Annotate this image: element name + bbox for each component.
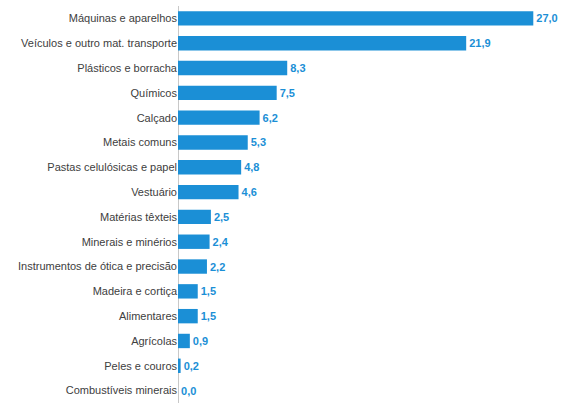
- svg-text:1,5: 1,5: [201, 310, 216, 322]
- svg-text:5,3: 5,3: [251, 136, 266, 148]
- svg-text:Alimentares: Alimentares: [119, 310, 178, 322]
- svg-text:0,2: 0,2: [184, 360, 199, 372]
- svg-text:Veículos e outro mat. transpor: Veículos e outro mat. transporte: [21, 37, 177, 49]
- svg-text:6,2: 6,2: [263, 112, 278, 124]
- svg-text:Metais comuns: Metais comuns: [103, 136, 177, 148]
- svg-text:2,5: 2,5: [214, 211, 229, 223]
- svg-text:4,8: 4,8: [244, 161, 259, 173]
- svg-text:Madeira e cortiça: Madeira e cortiça: [93, 285, 178, 297]
- svg-text:Peles e couros: Peles e couros: [104, 360, 177, 372]
- svg-text:27,0: 27,0: [536, 12, 557, 24]
- svg-text:7,5: 7,5: [280, 87, 295, 99]
- svg-text:4,6: 4,6: [242, 186, 257, 198]
- svg-text:Matérias têxteis: Matérias têxteis: [100, 211, 178, 223]
- svg-text:Minerais e minérios: Minerais e minérios: [82, 236, 178, 248]
- svg-text:Máquinas e aparelhos: Máquinas e aparelhos: [69, 12, 178, 24]
- svg-text:8,3: 8,3: [290, 62, 305, 74]
- svg-text:Instrumentos de ótica e precis: Instrumentos de ótica e precisão: [18, 260, 177, 272]
- svg-text:Calçado: Calçado: [137, 112, 177, 124]
- svg-text:Pastas celulósicas e papel: Pastas celulósicas e papel: [47, 161, 177, 173]
- svg-text:Químicos: Químicos: [131, 87, 178, 99]
- svg-text:2,2: 2,2: [210, 261, 225, 273]
- svg-text:1,5: 1,5: [201, 285, 216, 297]
- svg-text:2,4: 2,4: [213, 236, 229, 248]
- svg-text:21,9: 21,9: [469, 37, 490, 49]
- svg-text:Vestuário: Vestuário: [131, 186, 177, 198]
- svg-text:Combustíveis minerais: Combustíveis minerais: [66, 384, 178, 396]
- svg-text:Agrícolas: Agrícolas: [131, 335, 177, 347]
- svg-text:0,9: 0,9: [193, 335, 208, 347]
- svg-text:0,0: 0,0: [181, 385, 196, 397]
- svg-text:Plásticos e borracha: Plásticos e borracha: [77, 62, 178, 74]
